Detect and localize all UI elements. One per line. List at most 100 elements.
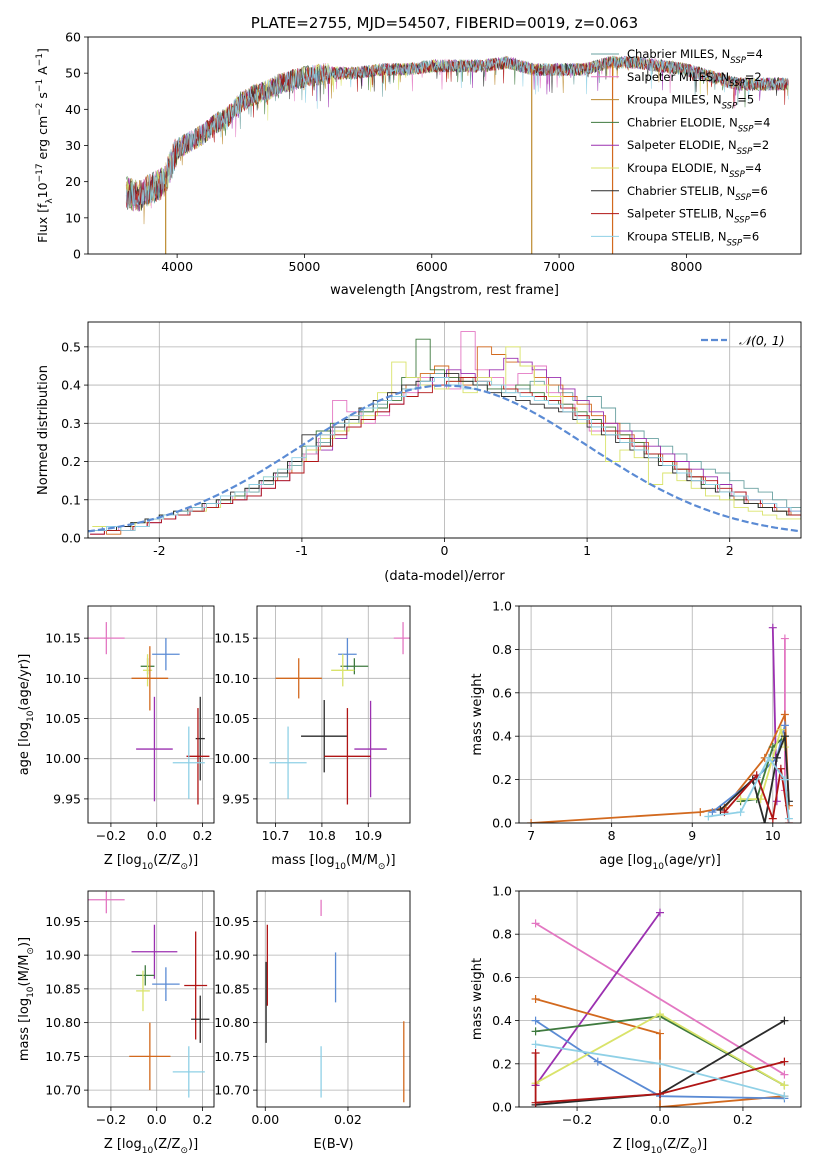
residuals-frame (87, 321, 802, 539)
legend-name: Chabrier STELIB (627, 184, 719, 198)
legend-eq: = (752, 138, 762, 152)
ylabel-base: Flux [f (35, 203, 50, 243)
histogram-series (92, 376, 801, 531)
data-point (88, 622, 125, 655)
y-tick-label: 0.4 (61, 378, 81, 393)
legend-entry: Salpeter MILES, NSSP=2 (627, 70, 762, 89)
weight-marker (784, 814, 793, 823)
y-tick-label: 10.85 (45, 981, 81, 996)
xlabel-base: mass [log (271, 853, 334, 868)
legend-n: , N (711, 229, 727, 243)
data-point (331, 654, 355, 687)
y-tick-label: 0 (73, 247, 81, 262)
y-tick-label: 20 (65, 174, 81, 189)
x-tick-label: 0.00 (251, 1112, 279, 1127)
legend-nssp: 4 (754, 161, 761, 175)
data-point (172, 726, 205, 799)
histogram-series (88, 373, 801, 531)
histogram-series (92, 346, 801, 531)
y-tick-label: 0.8 (492, 642, 512, 657)
y-tick-label: 9.95 (222, 791, 250, 806)
legend-sub: SSP (737, 147, 753, 157)
legend-nssp: 6 (752, 229, 759, 243)
y-tick-label: 10.15 (45, 631, 81, 646)
weight-vs-age-ylabel: mass weight (470, 673, 485, 755)
xlabel-base: Z [log (104, 853, 142, 868)
xlabel-odot: ⊙ (180, 862, 188, 872)
data-point (186, 708, 210, 805)
ylabel-exp4: −1 (35, 53, 45, 66)
ylabel-exp2: −2 (35, 103, 45, 116)
x-tick-label: 2 (726, 543, 734, 558)
age-vs-mass-frame (256, 605, 411, 824)
legend-n: , N (706, 93, 722, 107)
xlabel-odot: ⊙ (689, 1146, 697, 1156)
weight-vs-Z-axes: −0.2 0.0 0.2 0.0 0.2 0.4 0.6 0.8 1.0 (492, 884, 801, 1127)
y-tick-label: 0.2 (492, 772, 512, 787)
xlabel-sub: 10 (142, 1146, 154, 1156)
x-tick-label: 5000 (289, 259, 321, 274)
residuals-axes: -2 -1 0 1 2 0.0 0.1 0.2 0.3 0.4 0.5 (61, 322, 801, 558)
xlabel-end: )] (697, 1137, 707, 1152)
legend-n: , N (713, 161, 729, 175)
x-tick-label: −0.2 (562, 1112, 592, 1127)
histogram-series (92, 346, 801, 535)
data-point (136, 696, 173, 802)
weight-vs-age-xlabel: age [log10(age/yr)] (599, 853, 721, 872)
legend-entry: Kroupa STELIB, NSSP=6 (627, 229, 759, 248)
data-point (88, 891, 125, 914)
xlabel-rest: (age/yr)] (664, 853, 721, 868)
legend-n: , N (714, 47, 730, 61)
data-point (324, 708, 371, 805)
y-tick-label: 10.15 (214, 631, 250, 646)
x-tick-label: 6000 (416, 259, 448, 274)
legend-name: Kroupa MILES (627, 93, 706, 107)
y-tick-label: 10.90 (214, 948, 250, 963)
weight-marker (780, 775, 789, 784)
y-tick-label: 50 (65, 66, 81, 81)
legend-sub: SSP (727, 238, 743, 248)
weight-marker (736, 795, 745, 804)
age-vs-mass-axes: 10.7 10.8 10.9 9.95 10.00 10.05 10.10 10.15 (214, 606, 410, 843)
data-point (152, 967, 180, 1002)
spectrum-xlabel: wavelength [Angstrom, rest frame] (330, 283, 559, 298)
xlabel-end: )] (188, 1137, 198, 1152)
x-tick-label: 8 (608, 828, 616, 843)
y-tick-label: 10.80 (45, 1015, 81, 1030)
spectrum-series-salpeter-stelib (125, 56, 789, 211)
xlabel-end: )] (188, 853, 198, 868)
xlabel-base: age [log (599, 853, 652, 868)
legend-entry: Kroupa MILES, NSSP=5 (627, 93, 754, 112)
y-tick-label: 0.4 (492, 729, 512, 744)
weight-marker (527, 819, 536, 823)
weight-vs-Z-frame (518, 890, 802, 1108)
weight-marker (780, 1092, 789, 1101)
weight-marker (531, 1027, 540, 1036)
age-vs-Z-xlabel: Z [log10(Z/Z⊙)] (104, 853, 198, 872)
y-tick-label: 10.85 (214, 981, 250, 996)
ylabel-A: A (35, 66, 50, 79)
legend-n: , N (722, 115, 738, 129)
y-tick-label: 0.5 (61, 339, 81, 354)
legend-name: Salpeter ELODIE (627, 138, 721, 152)
ylabel-end: )] (17, 937, 32, 947)
y-tick-label: 9.95 (53, 791, 81, 806)
data-point (129, 1022, 171, 1091)
legend-n: , N (718, 207, 734, 221)
y-tick-label: 0.0 (492, 816, 512, 831)
weight-series (531, 1040, 789, 1101)
x-tick-label: 10 (765, 828, 781, 843)
age-vs-Z-frame (87, 605, 215, 824)
ylabel-exp1: −17 (35, 163, 45, 182)
legend-name: Salpeter MILES (627, 70, 713, 84)
ylabel-rest: (M/M (17, 955, 32, 987)
mass-vs-Z-xlabel: Z [log10(Z/Z⊙)] (104, 1137, 198, 1156)
weight-line (535, 998, 785, 1107)
legend-name: Salpeter STELIB (627, 207, 718, 221)
data-point (275, 658, 322, 699)
weight-marker (531, 919, 540, 928)
weight-marker (780, 732, 789, 741)
y-tick-label: 10.05 (45, 711, 81, 726)
data-point (301, 700, 348, 773)
legend-eq: = (753, 115, 763, 129)
